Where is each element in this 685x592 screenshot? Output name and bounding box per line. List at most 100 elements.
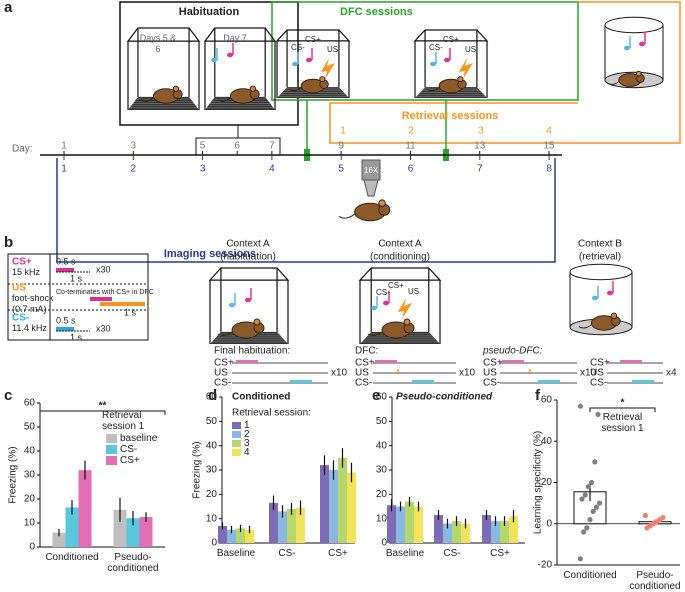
- note: [624, 45, 630, 51]
- data-point: [577, 556, 584, 562]
- legend-label: baseline: [120, 433, 158, 444]
- stimulus-detail: 15 kHz: [12, 267, 41, 277]
- retrieval-session: 2: [408, 126, 414, 137]
- protocol-row: CS-: [355, 378, 372, 389]
- retrieval-session: 1: [340, 126, 346, 137]
- stimulus-label: CS-: [429, 43, 443, 52]
- legend-swatch: [232, 449, 241, 456]
- legend-swatch: [232, 431, 241, 438]
- data-point: [587, 517, 593, 523]
- section-title: Retrieval sessions: [402, 110, 499, 122]
- data-point: [593, 504, 600, 510]
- us-shock: [100, 302, 145, 306]
- legend-swatch: [232, 422, 241, 429]
- pulse: [620, 360, 642, 363]
- bar: [65, 507, 79, 547]
- chart-title: Conditioned: [232, 392, 290, 403]
- panel-label: c: [4, 387, 12, 404]
- dfc-box: [271, 1, 579, 101]
- legend-title: Retrieval session:: [232, 408, 311, 419]
- day-tick-label: 3: [131, 141, 137, 152]
- note: [229, 302, 235, 308]
- data-point: [642, 512, 649, 519]
- protocol-title: Final habituation:: [214, 346, 290, 357]
- protocol-row: CS-: [590, 378, 607, 389]
- stimulus-table: [7, 253, 149, 341]
- significance-bracket: [589, 407, 656, 412]
- mouse-tail: [367, 331, 383, 337]
- cylinder: [604, 25, 664, 80]
- note: [371, 305, 377, 311]
- bar: [329, 470, 338, 543]
- timing-label: 0.5 s: [56, 256, 76, 266]
- protocol-repeats: x4: [666, 368, 677, 379]
- mouse-ear: [172, 85, 180, 93]
- y-tick-label: 40: [541, 436, 553, 447]
- day-tick-label: 15: [543, 141, 555, 152]
- pulse: [538, 380, 560, 383]
- stimulus-detail: 11.4 kHz: [12, 323, 47, 333]
- imaging-session: 1: [61, 164, 67, 175]
- data-point: [597, 500, 603, 506]
- bar: [396, 506, 405, 543]
- cage: [413, 29, 489, 98]
- bar: [387, 505, 396, 543]
- protocol-row: CS-: [483, 378, 500, 389]
- section-title: Habituation: [179, 6, 240, 18]
- tone: [56, 327, 74, 331]
- stimulus-label: CS+: [388, 281, 404, 290]
- x-tick-label: Baseline: [216, 548, 256, 559]
- y-tick-label: 60: [376, 392, 388, 403]
- y-tick-label: 20: [24, 494, 36, 505]
- timing-label: 1 s: [124, 307, 137, 317]
- bar: [414, 506, 423, 543]
- bar: [500, 521, 509, 543]
- note: [592, 295, 598, 301]
- cage: [208, 267, 290, 344]
- data-point: [590, 508, 596, 514]
- legend-swatch: [106, 434, 117, 443]
- chart-title: Pseudo-conditioned: [396, 392, 493, 403]
- legend-swatch: [106, 445, 117, 454]
- context-detail: (retrieval): [579, 252, 621, 263]
- data-point: [589, 479, 595, 486]
- note: [444, 57, 450, 63]
- pulse: [412, 380, 434, 383]
- data-point: [592, 459, 598, 465]
- shock: [459, 58, 473, 79]
- imaging-session: 3: [200, 164, 206, 175]
- data-point: [585, 484, 592, 490]
- context-detail: (habituation): [220, 252, 276, 263]
- panel-label: d: [208, 387, 217, 404]
- mouse-ear: [403, 318, 411, 326]
- pulse: [502, 360, 524, 363]
- note: [430, 61, 436, 67]
- y-axis-label: Freezing (%): [192, 441, 203, 498]
- y-tick-label: 30: [206, 465, 218, 476]
- legend-label: CS-: [120, 444, 137, 455]
- y-tick-label: 0: [546, 518, 552, 529]
- protocol-row: CS+: [355, 358, 375, 369]
- stimulus-label: US: [465, 45, 476, 54]
- timing-label: x30: [96, 323, 111, 333]
- day-tick-label: 7: [269, 141, 275, 152]
- y-tick-label: 30: [376, 465, 388, 476]
- y-tick-label: 20: [376, 489, 388, 500]
- legend-title: Retrieval session 1: [102, 410, 145, 432]
- shock: [398, 298, 412, 319]
- pulse: [375, 360, 397, 363]
- stimulus-label: CS+: [443, 35, 459, 44]
- y-tick-label: 20: [541, 477, 553, 488]
- timing-label: Co-terminates with CS+ in DFC: [56, 289, 154, 296]
- timing-label: 1 s: [70, 273, 83, 283]
- note: [383, 300, 389, 306]
- x-tick-label: CS-: [278, 548, 296, 559]
- note: [292, 61, 298, 67]
- protocol-title: DFC:: [355, 346, 378, 357]
- imaging-session: 4: [269, 164, 275, 175]
- legend-label: 1: [244, 420, 250, 431]
- x-tick-label: Baseline: [385, 548, 425, 559]
- context-name: Context A: [226, 239, 270, 250]
- bar: [236, 528, 245, 543]
